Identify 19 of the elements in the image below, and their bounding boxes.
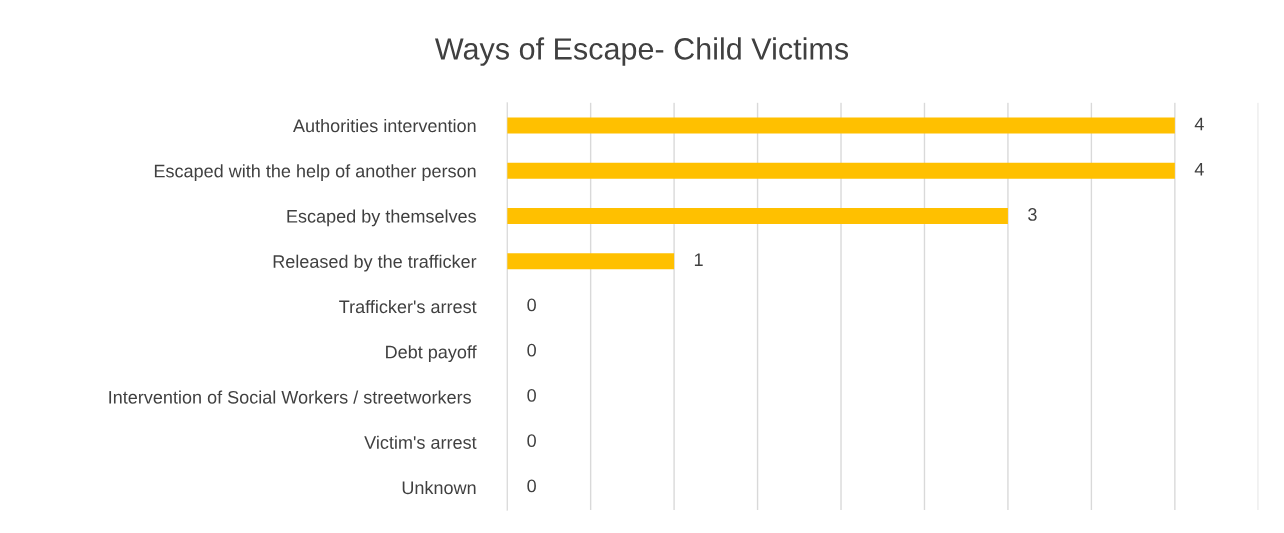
data-label: 0 — [527, 343, 536, 357]
data-label: 4 — [1194, 162, 1204, 176]
data-label: 0 — [527, 298, 536, 312]
data-label: 3 — [1028, 208, 1037, 221]
y-tick-label: Authorities intervention — [293, 118, 476, 133]
data-label: 0 — [527, 434, 536, 448]
y-tick-label: Victim's arrest — [364, 435, 477, 449]
y-tick-label: Trafficker's arrest — [339, 299, 477, 314]
y-tick-label: Released by the trafficker — [273, 254, 477, 272]
chart-title: Ways of Escape- Child Victims — [434, 37, 849, 66]
data-label: 0 — [527, 389, 536, 402]
data-label: 1 — [694, 253, 703, 266]
y-tick-label: Debt payoff — [386, 345, 477, 363]
y-tick-label: Escaped with the help of another person — [154, 164, 476, 182]
y-tick-label: Intervention of Social Workers / streetworkers — [109, 390, 471, 404]
y-tick-label: Unknown — [402, 480, 476, 495]
data-label: 0 — [527, 479, 536, 493]
data-label: 4 — [1194, 117, 1204, 131]
y-tick-label: Escaped by themselves — [287, 209, 476, 227]
